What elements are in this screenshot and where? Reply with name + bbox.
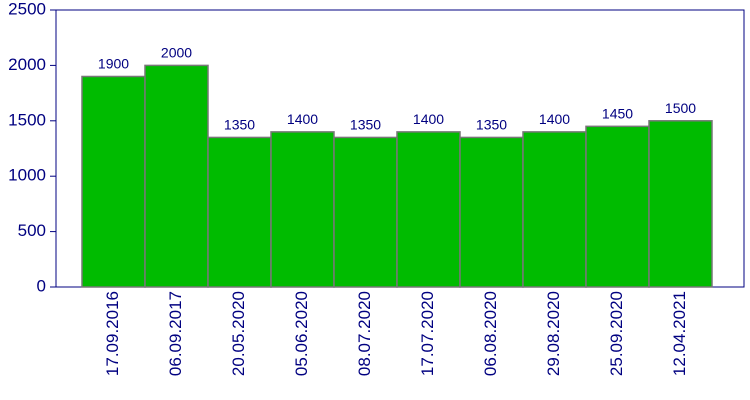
y-tick-label: 0: [37, 276, 46, 295]
y-tick-label: 500: [18, 221, 46, 240]
bar: [396, 131, 461, 288]
bar: [459, 136, 524, 288]
bar: [81, 75, 146, 288]
y-tick-label: 1500: [8, 110, 46, 129]
y-tick-label: 1000: [8, 166, 46, 185]
y-tick-label: 2000: [8, 55, 46, 74]
x-tick-label: 17.07.2020: [418, 291, 437, 376]
value-label: 1400: [287, 111, 318, 127]
value-label: 1900: [98, 55, 129, 71]
value-label: 1350: [350, 116, 381, 132]
value-label: 1500: [665, 100, 696, 116]
value-label: 2000: [161, 44, 192, 60]
bar: [144, 64, 209, 288]
x-tick-label: 20.05.2020: [229, 291, 248, 376]
x-tick-label: 06.08.2020: [481, 291, 500, 376]
x-tick-label: 12.04.2021: [670, 291, 689, 376]
x-tick-label: 25.09.2020: [607, 291, 626, 376]
x-tick-label: 17.09.2016: [103, 291, 122, 376]
value-label: 1350: [476, 116, 507, 132]
y-tick-label: 2500: [8, 0, 46, 18]
x-tick-label: 29.08.2020: [544, 291, 563, 376]
value-label: 1350: [224, 116, 255, 132]
x-tick-label: 08.07.2020: [355, 291, 374, 376]
value-label: 1400: [539, 111, 570, 127]
bar: [207, 136, 272, 288]
bar: [522, 131, 587, 288]
bar: [585, 125, 650, 288]
bar: [270, 131, 335, 288]
bar: [648, 120, 713, 288]
bar: [333, 136, 398, 288]
x-tick-label: 06.09.2017: [166, 291, 185, 376]
x-tick-label: 05.06.2020: [292, 291, 311, 376]
value-label: 1450: [602, 105, 633, 121]
value-label: 1400: [413, 111, 444, 127]
